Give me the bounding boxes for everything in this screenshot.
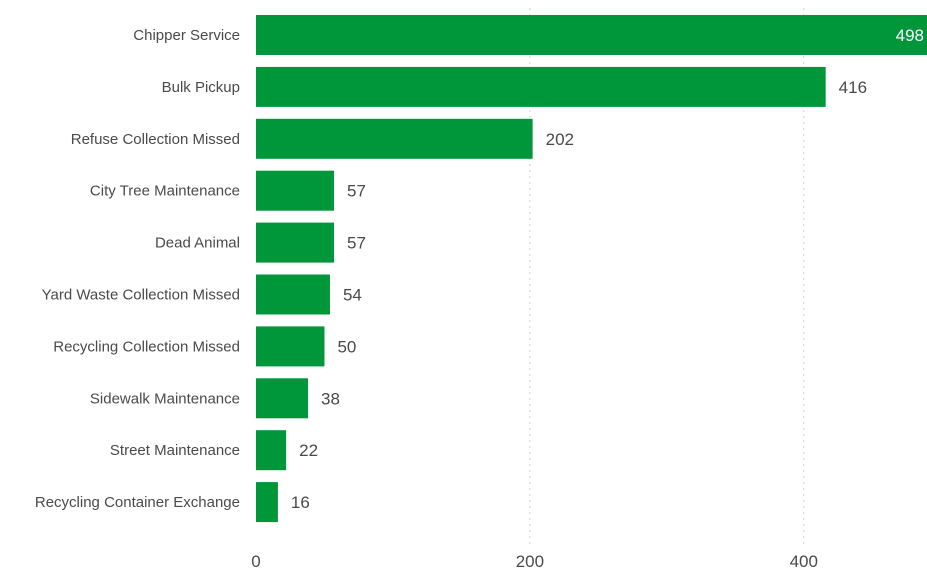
value-label-1: 416 <box>839 78 867 97</box>
category-label-2: Refuse Collection Missed <box>71 131 240 148</box>
bar-1 <box>256 66 826 107</box>
x-tick-label-200: 200 <box>516 552 544 571</box>
bar-9 <box>256 482 278 523</box>
category-label-3: City Tree Maintenance <box>90 183 240 200</box>
bar-4 <box>256 222 335 263</box>
bar-3 <box>256 170 335 211</box>
x-axis-ticks: 0 200 400 <box>251 552 818 571</box>
value-label-7: 38 <box>321 389 340 408</box>
category-label-7: Sidewalk Maintenance <box>90 390 240 407</box>
bar-6 <box>256 326 325 367</box>
category-label-1: Bulk Pickup <box>162 79 240 96</box>
value-label-3: 57 <box>347 182 366 201</box>
category-label-0: Chipper Service <box>133 27 240 44</box>
value-label-0: 498 <box>896 26 924 45</box>
label-layer: Chipper Service 498 Bulk Pickup 416 Refuse C… <box>35 26 924 512</box>
bar-2 <box>256 118 533 159</box>
bar-0 <box>256 15 927 55</box>
bar-8 <box>256 430 287 471</box>
value-label-4: 57 <box>347 234 366 253</box>
value-label-8: 22 <box>299 441 318 460</box>
x-tick-label-400: 400 <box>790 552 818 571</box>
category-label-9: Recycling Container Exchange <box>35 494 240 511</box>
bar-layer <box>256 15 927 523</box>
value-label-2: 202 <box>546 130 574 149</box>
category-label-6: Recycling Collection Missed <box>53 338 240 355</box>
value-label-6: 50 <box>337 337 356 356</box>
value-label-5: 54 <box>343 286 362 305</box>
category-label-5: Yard Waste Collection Missed <box>42 287 240 304</box>
bar-5 <box>256 274 330 315</box>
category-label-8: Street Maintenance <box>110 442 240 459</box>
x-tick-label-0: 0 <box>251 552 260 571</box>
value-label-9: 16 <box>291 493 310 512</box>
category-label-4: Dead Animal <box>155 235 240 252</box>
bar-7 <box>256 378 309 419</box>
